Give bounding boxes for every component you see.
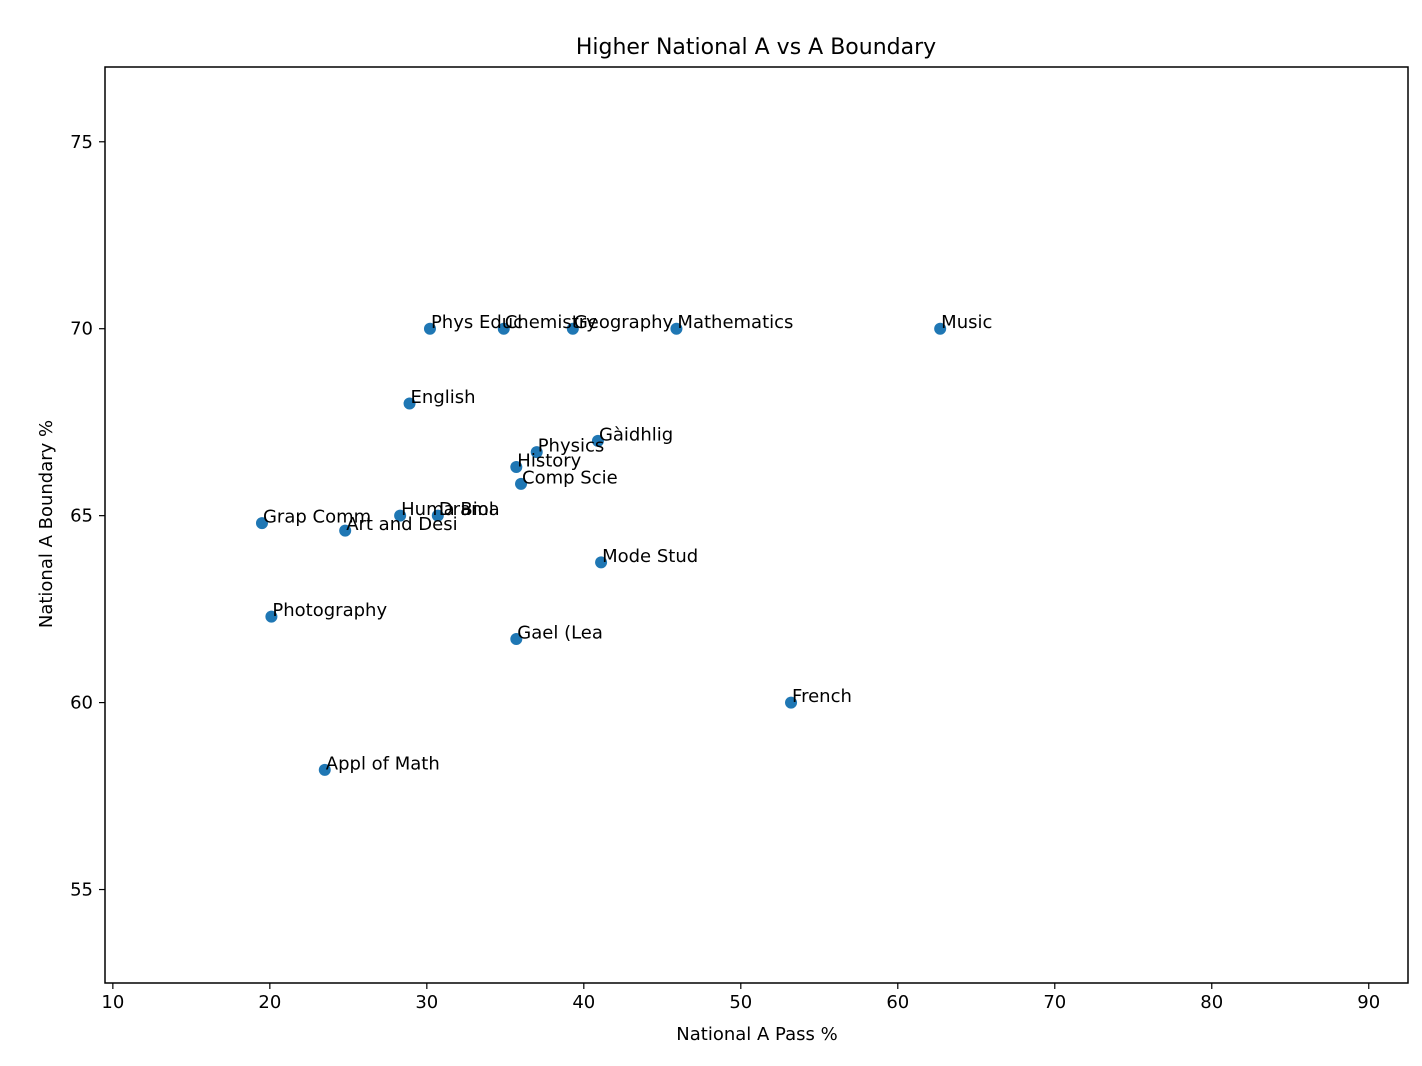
x-tick-label: 70 [1043,992,1066,1013]
data-point [510,633,523,646]
point-label: Physics [538,436,605,457]
x-axis-title: National A Pass % [676,1024,837,1045]
point-label: Chemistry [505,312,597,333]
data-point [530,446,543,459]
x-tick-label: 50 [729,992,752,1013]
x-tick-label: 90 [1357,992,1380,1013]
y-tick-label: 70 [70,319,93,340]
point-label: Photography [272,600,387,621]
data-point [566,322,579,335]
point-label: French [792,686,852,707]
y-tick-label: 75 [70,132,93,153]
y-tick-label: 65 [70,506,93,527]
axis-ticks: 10 20 30 40 50 60 70 80 90 55 60 65 70 75 [70,132,1380,1013]
plot-frame [104,66,1409,984]
point-label: Art and Desi [346,514,457,535]
point-label: Mathematics [677,312,793,333]
x-tick-label: 40 [572,992,595,1013]
data-point [431,509,444,522]
data-point [318,763,331,776]
point-label: Drama [439,499,500,520]
x-tick-label: 60 [886,992,909,1013]
point-label: Music [941,312,992,333]
point-label: English [411,387,476,408]
data-point [670,322,683,335]
point-label: Mode Stud [602,546,698,567]
data-point [497,322,510,335]
x-tick-label: 20 [258,992,281,1013]
data-point [510,461,523,474]
data-point [591,434,604,447]
point-label: Comp Scie [522,467,618,488]
x-tick-label: 30 [415,992,438,1013]
data-point [403,397,416,410]
chart-title: Higher National A vs A Boundary [576,35,936,60]
point-label: Gàidhlig [599,424,673,445]
point-label: Grap Comm [263,507,371,528]
point-label: Gael (Lea [517,623,603,644]
point-label: History [517,451,581,472]
data-point [339,524,352,537]
data-points [255,322,947,776]
data-point [394,509,407,522]
point-label: Huma Biol [401,499,494,520]
data-point [255,517,268,530]
x-tick-label: 80 [1200,992,1223,1013]
y-tick-label: 60 [70,693,93,714]
data-point [595,556,608,569]
data-point [934,322,947,335]
data-point [423,322,436,335]
point-label: Phys Educ [431,312,523,333]
point-label: Appl of Math [326,753,440,774]
data-point [515,477,528,490]
y-tick-label: 55 [70,880,93,901]
data-point [265,610,278,623]
point-label: Geography [574,312,674,333]
x-tick-label: 10 [101,992,124,1013]
y-axis-title: National A Boundary % [36,420,57,628]
data-point [785,696,798,709]
